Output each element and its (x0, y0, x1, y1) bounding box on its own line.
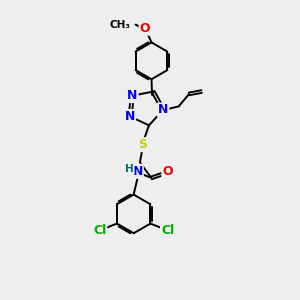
Text: N: N (158, 103, 168, 116)
Text: CH₃: CH₃ (109, 20, 130, 30)
Text: Cl: Cl (161, 224, 174, 237)
Text: N: N (133, 165, 143, 178)
Text: H: H (125, 164, 134, 174)
Text: S: S (138, 138, 147, 151)
Text: N: N (127, 89, 138, 102)
Text: O: O (162, 165, 173, 178)
Text: Cl: Cl (93, 224, 106, 237)
Text: O: O (140, 22, 150, 34)
Text: N: N (125, 110, 135, 123)
